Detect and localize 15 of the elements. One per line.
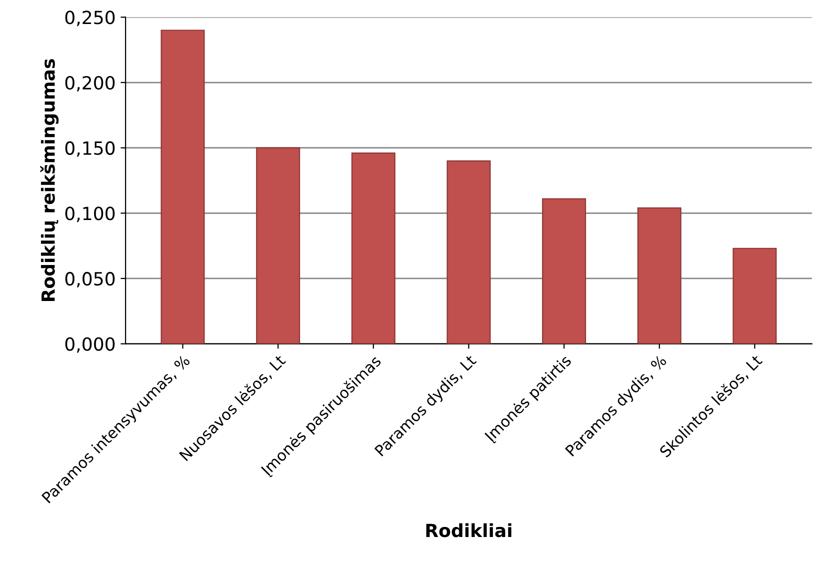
bar [542, 198, 586, 344]
x-axis-title: Rodikliai [426, 523, 512, 538]
bar [160, 30, 205, 344]
y-tick-label: 0,250 [65, 10, 115, 26]
y-tick-label: 0,050 [65, 272, 115, 288]
bar [446, 160, 491, 344]
y-tick-label: 0,000 [65, 337, 115, 353]
bar [256, 147, 300, 344]
bar [637, 207, 682, 344]
bar [351, 152, 396, 344]
y-tick-label: 0,100 [65, 206, 115, 222]
bar [732, 248, 777, 344]
y-tick-label: 0,200 [65, 76, 115, 92]
y-axis-title: Rodiklių reikšmingumas [40, 59, 59, 302]
y-tick-label: 0,150 [65, 141, 115, 157]
